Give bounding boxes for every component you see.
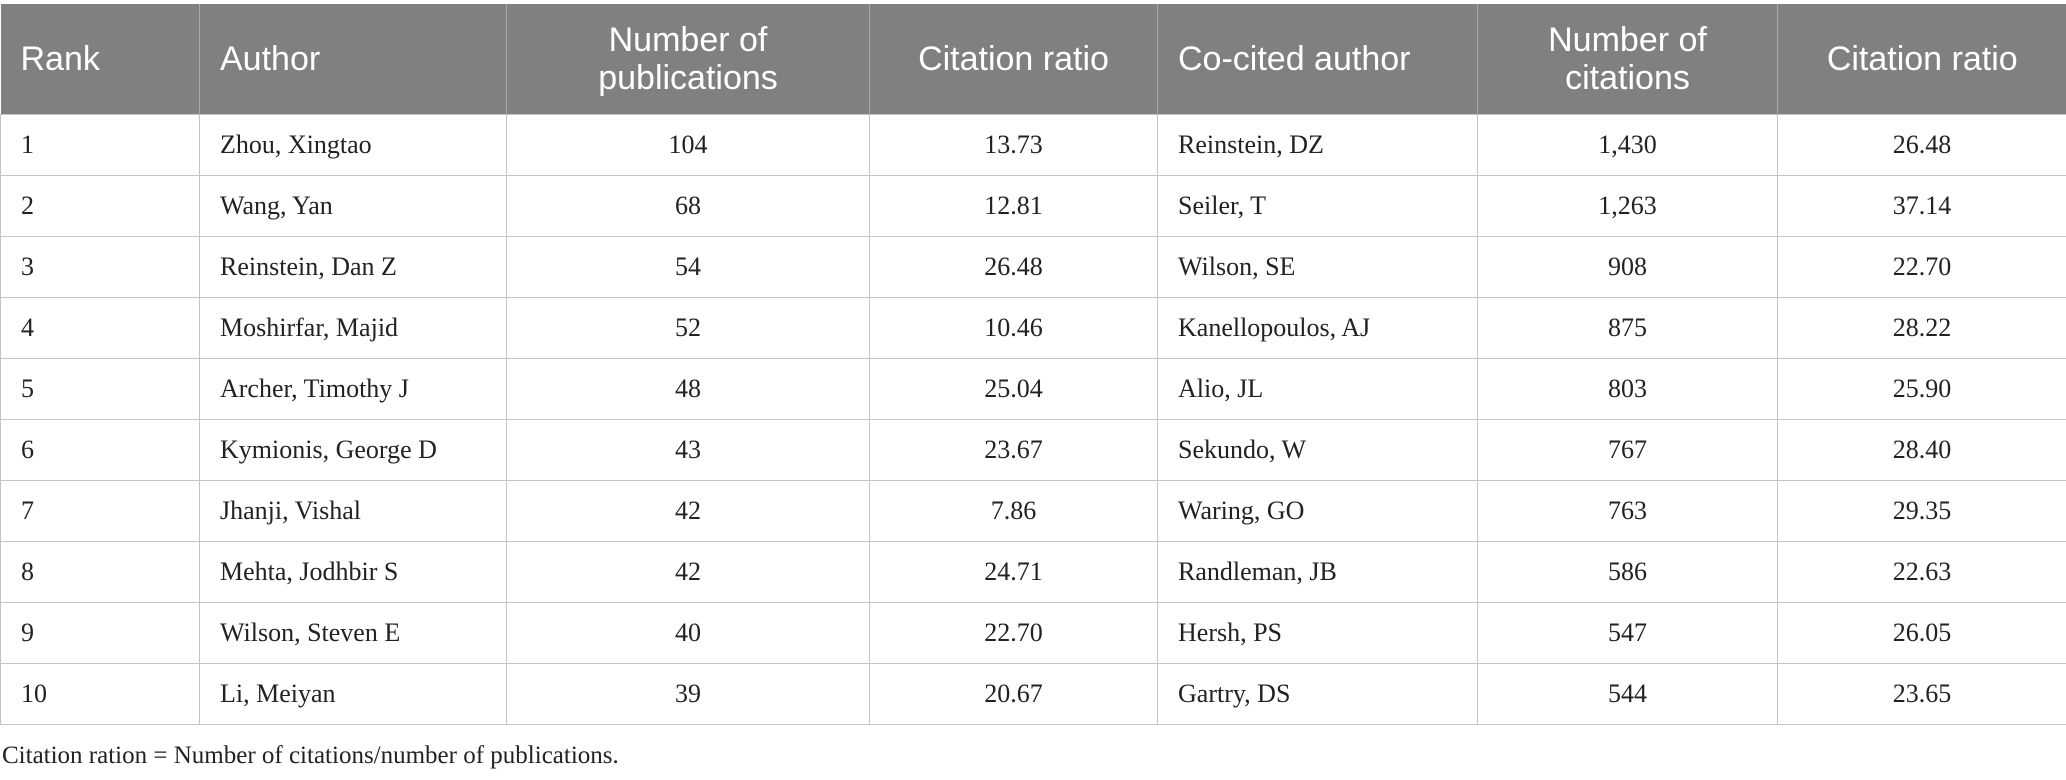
table-body: 1 Zhou, Xingtao 104 13.73 Reinstein, DZ 1,430… (0, 113, 2066, 725)
cell-author: Mehta, Jodhbir S (199, 540, 507, 603)
cell-rank: 7 (0, 479, 200, 542)
cell-co-cited-author: Reinstein, DZ (1157, 113, 1478, 176)
cell-citation-ratio: 22.70 (869, 601, 1158, 664)
header-number-of-publications: Number of publications (506, 4, 870, 114)
cell-co-cited-citation-ratio: 29.35 (1777, 479, 2066, 542)
cell-citation-ratio: 13.73 (869, 113, 1158, 176)
cell-rank: 1 (0, 113, 200, 176)
cell-author: Jhanji, Vishal (199, 479, 507, 542)
cell-publications: 40 (506, 601, 870, 664)
cell-co-cited-citation-ratio: 28.40 (1777, 418, 2066, 481)
cell-publications: 42 (506, 479, 870, 542)
cell-co-cited-author: Waring, GO (1157, 479, 1478, 542)
header-rank: Rank (0, 4, 200, 114)
cell-co-cited-citation-ratio: 25.90 (1777, 357, 2066, 420)
cell-author: Archer, Timothy J (199, 357, 507, 420)
table-row: 3 Reinstein, Dan Z 54 26.48 Wilson, SE 908 22.… (0, 235, 2066, 298)
cell-co-cited-author: Gartry, DS (1157, 662, 1478, 725)
cell-rank: 2 (0, 174, 200, 237)
header-number-of-citations: Number of citations (1477, 4, 1778, 114)
table-row: 10 Li, Meiyan 39 20.67 Gartry, DS 544 23.65 (0, 662, 2066, 725)
table-header: Rank Author Number of publications Citat… (0, 4, 2066, 114)
cell-citations: 586 (1477, 540, 1778, 603)
cell-publications: 104 (506, 113, 870, 176)
header-citation-ratio: Citation ratio (869, 4, 1158, 114)
cell-citations: 547 (1477, 601, 1778, 664)
cell-publications: 42 (506, 540, 870, 603)
header-author: Author (199, 4, 507, 114)
cell-rank: 9 (0, 601, 200, 664)
cell-author: Kymionis, George D (199, 418, 507, 481)
table-row: 7 Jhanji, Vishal 42 7.86 Waring, GO 763 29.35 (0, 479, 2066, 542)
cell-co-cited-citation-ratio: 26.48 (1777, 113, 2066, 176)
cell-citations: 875 (1477, 296, 1778, 359)
cell-co-cited-citation-ratio: 37.14 (1777, 174, 2066, 237)
cell-publications: 48 (506, 357, 870, 420)
cell-co-cited-citation-ratio: 23.65 (1777, 662, 2066, 725)
cell-rank: 8 (0, 540, 200, 603)
cell-citation-ratio: 23.67 (869, 418, 1158, 481)
table-row: 6 Kymionis, George D 43 23.67 Sekundo, W 767 2… (0, 418, 2066, 481)
cell-citations: 763 (1477, 479, 1778, 542)
cell-rank: 6 (0, 418, 200, 481)
header-row: Rank Author Number of publications Citat… (0, 4, 2066, 114)
cell-citation-ratio: 12.81 (869, 174, 1158, 237)
header-co-cited-author: Co-cited author (1157, 4, 1478, 114)
table-row: 9 Wilson, Steven E 40 22.70 Hersh, PS 547 26.0… (0, 601, 2066, 664)
table-container: Rank Author Number of publications Citat… (0, 4, 2066, 725)
cell-rank: 4 (0, 296, 200, 359)
cell-co-cited-author: Seiler, T (1157, 174, 1478, 237)
table-row: 4 Moshirfar, Majid 52 10.46 Kanellopoulos, A… (0, 296, 2066, 359)
table-row: 8 Mehta, Jodhbir S 42 24.71 Randleman, JB 586… (0, 540, 2066, 603)
cell-citation-ratio: 25.04 (869, 357, 1158, 420)
cell-rank: 3 (0, 235, 200, 298)
cell-author: Reinstein, Dan Z (199, 235, 507, 298)
cell-citation-ratio: 10.46 (869, 296, 1158, 359)
table-row: 2 Wang, Yan 68 12.81 Seiler, T 1,263 37.14 (0, 174, 2066, 237)
cell-citations: 544 (1477, 662, 1778, 725)
cell-author: Zhou, Xingtao (199, 113, 507, 176)
cell-co-cited-author: Kanellopoulos, AJ (1157, 296, 1478, 359)
table-row: 5 Archer, Timothy J 48 25.04 Alio, JL 803 25.9… (0, 357, 2066, 420)
cell-co-cited-citation-ratio: 28.22 (1777, 296, 2066, 359)
header-co-cited-citation-ratio: Citation ratio (1777, 4, 2066, 114)
cell-author: Wilson, Steven E (199, 601, 507, 664)
cell-citation-ratio: 20.67 (869, 662, 1158, 725)
cell-rank: 10 (0, 662, 200, 725)
cell-co-cited-author: Hersh, PS (1157, 601, 1478, 664)
cell-citations: 1,263 (1477, 174, 1778, 237)
cell-author: Moshirfar, Majid (199, 296, 507, 359)
cell-citations: 803 (1477, 357, 1778, 420)
cell-publications: 54 (506, 235, 870, 298)
cell-publications: 43 (506, 418, 870, 481)
cell-publications: 68 (506, 174, 870, 237)
cell-author: Li, Meiyan (199, 662, 507, 725)
cell-author: Wang, Yan (199, 174, 507, 237)
cell-citations: 767 (1477, 418, 1778, 481)
cell-citation-ratio: 7.86 (869, 479, 1158, 542)
cell-publications: 39 (506, 662, 870, 725)
cell-co-cited-author: Randleman, JB (1157, 540, 1478, 603)
cell-co-cited-author: Sekundo, W (1157, 418, 1478, 481)
cell-co-cited-citation-ratio: 22.63 (1777, 540, 2066, 603)
table-footnote: Citation ration = Number of citations/nu… (2, 742, 619, 769)
table-row: 1 Zhou, Xingtao 104 13.73 Reinstein, DZ 1,430… (0, 113, 2066, 176)
cell-citation-ratio: 26.48 (869, 235, 1158, 298)
cell-publications: 52 (506, 296, 870, 359)
cell-rank: 5 (0, 357, 200, 420)
author-table: Rank Author Number of publications Citat… (0, 4, 2066, 725)
cell-citations: 908 (1477, 235, 1778, 298)
cell-co-cited-author: Wilson, SE (1157, 235, 1478, 298)
cell-co-cited-citation-ratio: 22.70 (1777, 235, 2066, 298)
cell-co-cited-citation-ratio: 26.05 (1777, 601, 2066, 664)
cell-citations: 1,430 (1477, 113, 1778, 176)
cell-citation-ratio: 24.71 (869, 540, 1158, 603)
cell-co-cited-author: Alio, JL (1157, 357, 1478, 420)
